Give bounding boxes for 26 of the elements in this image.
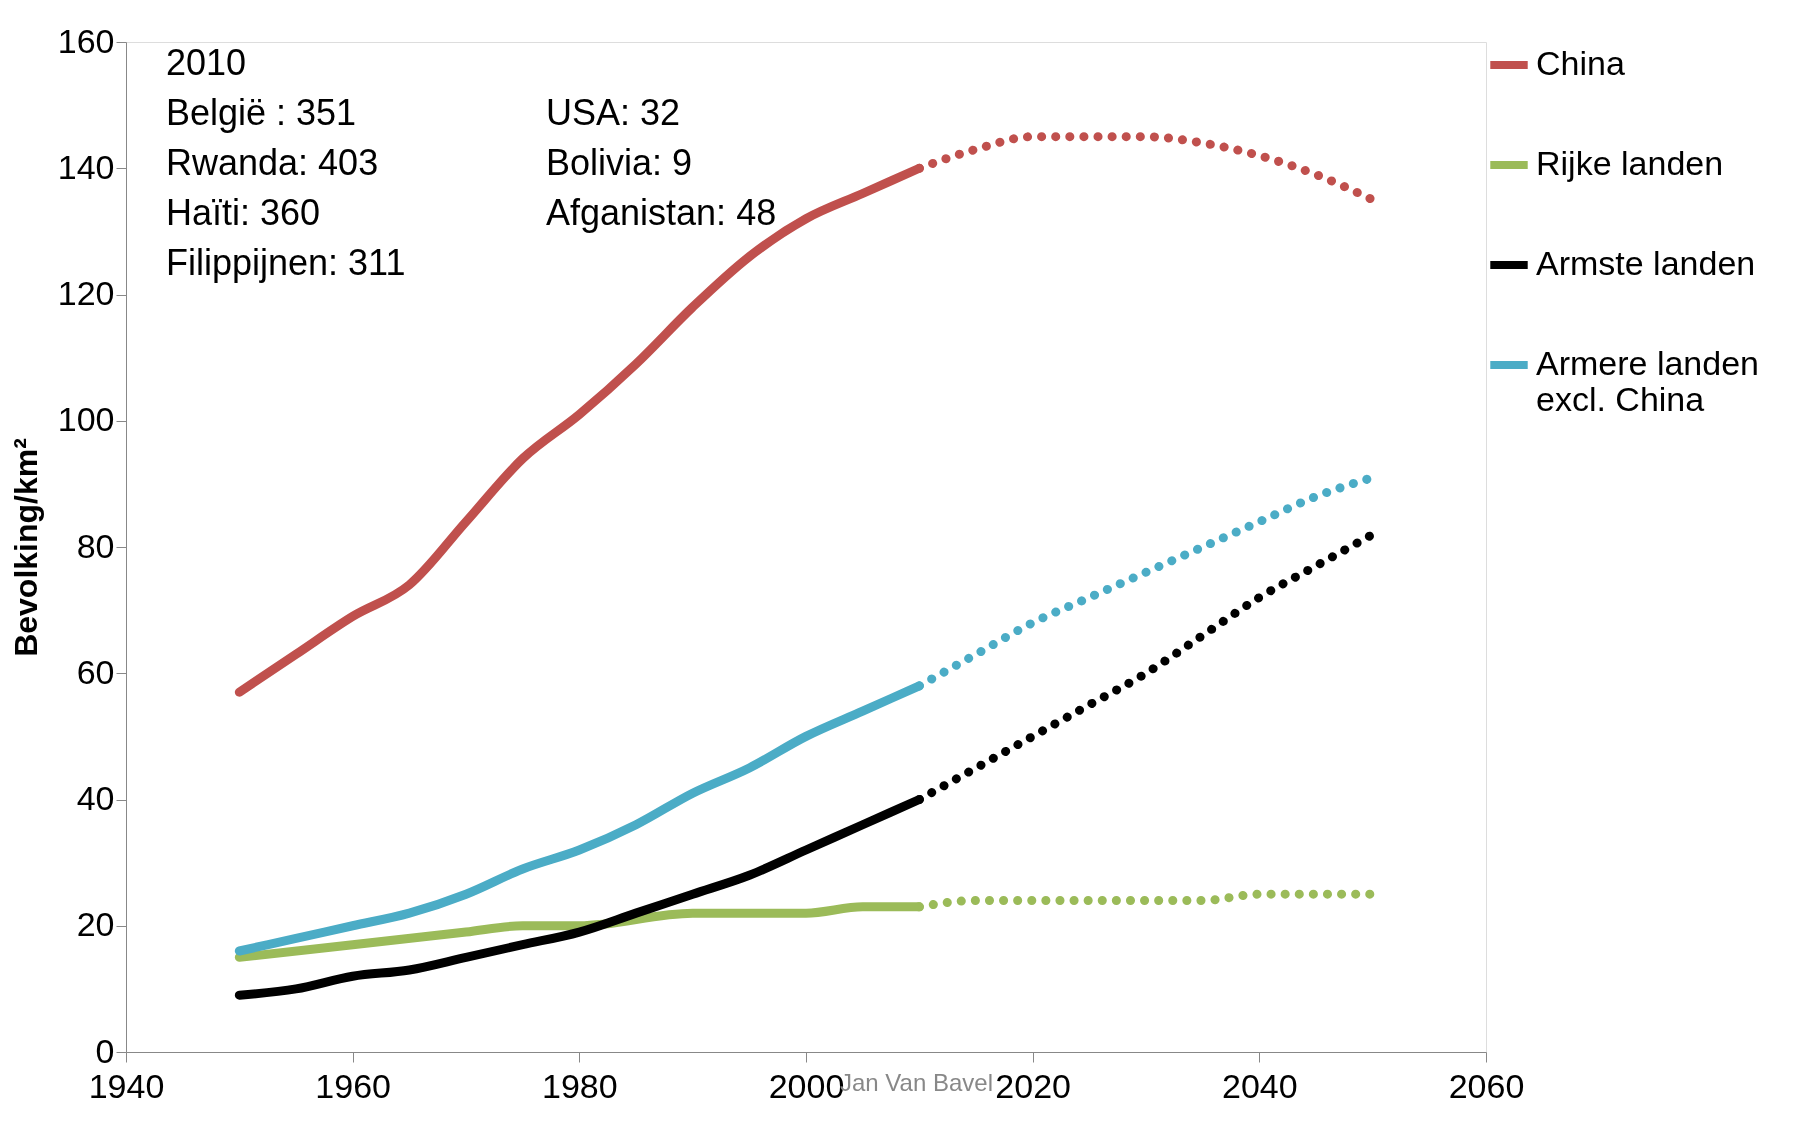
y-tick-label: 80	[76, 526, 115, 565]
annotation: 2010	[166, 42, 247, 83]
legend-label: China	[1536, 44, 1625, 82]
annotation: Rwanda: 403	[166, 142, 379, 183]
y-tick-label: 120	[57, 274, 115, 312]
legend-label: Rijke landen	[1536, 144, 1724, 182]
x-tick-label: 2040	[1222, 1066, 1298, 1105]
y-tick-label: 40	[76, 779, 115, 817]
y-axis-title: Bevolking/km²	[7, 438, 44, 657]
x-tick-label: 1980	[542, 1066, 618, 1105]
annotation: Afganistan: 48	[546, 192, 777, 233]
legend-label: Armste landen	[1536, 244, 1756, 282]
y-tick-label: 140	[57, 147, 115, 186]
x-tick-label: 1960	[315, 1066, 391, 1105]
legend-label: Armere landen excl. China	[1536, 344, 1760, 418]
x-tick-label: 2060	[1448, 1066, 1525, 1105]
y-tick-label: 100	[57, 400, 115, 439]
y-tick-label: 20	[76, 905, 115, 944]
annotation: USA: 32	[546, 92, 681, 133]
annotation: Filippijnen: 311	[166, 242, 406, 283]
x-tick-label: 2020	[995, 1066, 1071, 1105]
annotation: Bolivia: 9	[546, 142, 693, 183]
y-tick-label: 160	[57, 21, 115, 60]
annotation: België : 351	[166, 92, 357, 133]
annotation: Haïti: 360	[166, 192, 321, 233]
y-tick-label: 60	[76, 652, 115, 691]
